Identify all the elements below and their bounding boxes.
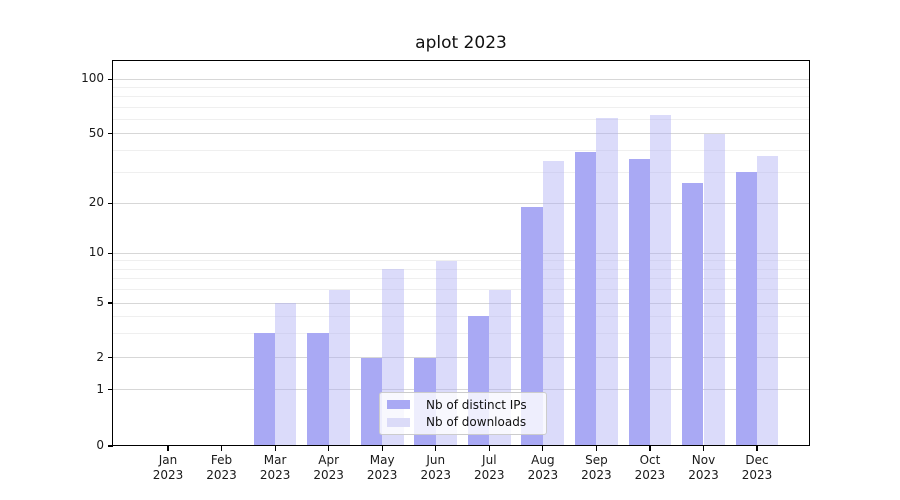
x-tick-mark-oct-2023: [649, 446, 651, 451]
x-tick-label-mar-2023: Mar 2023: [259, 453, 291, 482]
gridline-y-major-50: [113, 133, 809, 134]
x-tick-mark-may-2023: [381, 446, 383, 451]
x-tick-label-oct-2023: Oct 2023: [634, 453, 666, 482]
x-tick-mark-dec-2023: [756, 446, 758, 451]
gridline-y-major-2: [113, 357, 809, 358]
y-tick-label-1: 1: [96, 381, 104, 396]
gridline-y-minor-3: [113, 332, 809, 334]
x-tick-mark-aug-2023: [542, 446, 544, 451]
bar-nb-of-downloads-sep-2023: [596, 117, 618, 446]
gridline-y-minor-9: [113, 260, 809, 262]
x-tick-mark-mar-2023: [274, 446, 276, 451]
gridline-y-major-5: [113, 302, 809, 304]
legend-item-distinct-ips: Nb of distinct IPs: [380, 397, 546, 413]
y-tick-label-2: 2: [96, 349, 104, 364]
y-tick-label-5: 5: [96, 295, 104, 309]
x-tick-mark-apr-2023: [328, 446, 330, 451]
bar-nb-of-distinct-ips-sep-2023: [575, 152, 597, 446]
bar-nb-of-distinct-ips-dec-2023: [735, 172, 758, 446]
bar-nb-of-downloads-nov-2023: [703, 133, 725, 446]
bar-nb-of-distinct-ips-apr-2023: [307, 333, 329, 446]
x-tick-label-nov-2023: Nov 2023: [688, 453, 719, 482]
chart-title: aplot 2023: [415, 33, 507, 53]
bar-nb-of-distinct-ips-oct-2023: [628, 158, 650, 446]
gridline-y-minor-40: [113, 149, 809, 151]
y-tick-label-20: 20: [88, 195, 104, 210]
bar-nb-of-downloads-oct-2023: [649, 115, 672, 446]
bar-nb-of-downloads-aug-2023: [542, 160, 565, 446]
gridline-y-minor-30: [113, 171, 809, 173]
gridline-y-minor-4: [113, 315, 809, 317]
y-tick-mark-0: [108, 445, 113, 447]
bar-nb-of-downloads-apr-2023: [328, 289, 351, 446]
legend-label-downloads: Nb of downloads: [426, 415, 527, 430]
bar-nb-of-distinct-ips-may-2023: [360, 357, 383, 446]
gridline-y-minor-90: [113, 87, 809, 89]
x-tick-label-may-2023: May 2023: [366, 453, 398, 482]
y-tick-label-50: 50: [88, 125, 104, 140]
x-tick-label-feb-2023: Feb 2023: [206, 453, 237, 482]
bar-nb-of-distinct-ips-nov-2023: [682, 183, 704, 446]
x-tick-mark-jun-2023: [435, 446, 437, 451]
x-tick-label-aug-2023: Aug 2023: [527, 453, 559, 482]
gridline-y-minor-6: [113, 289, 809, 291]
y-tick-mark-50: [108, 132, 113, 135]
gridline-y-minor-80: [113, 96, 809, 98]
bar-nb-of-downloads-mar-2023: [275, 303, 297, 446]
bar-nb-of-distinct-ips-aug-2023: [521, 207, 543, 446]
y-tick-mark-1: [108, 388, 113, 391]
x-tick-label-apr-2023: Apr 2023: [313, 453, 344, 482]
x-tick-mark-jul-2023: [488, 446, 490, 451]
gridline-y-major-20: [113, 202, 809, 204]
y-tick-mark-2: [108, 356, 113, 359]
legend-swatch-distinct-ips-icon: [387, 400, 410, 410]
bar-nb-of-downloads-dec-2023: [757, 156, 779, 446]
gridline-y-minor-8: [113, 268, 809, 270]
y-tick-mark-10: [108, 252, 113, 254]
x-tick-mark-jan-2023: [167, 446, 169, 451]
x-tick-label-jun-2023: Jun 2023: [420, 453, 452, 482]
gridline-y-major-100: [113, 78, 809, 80]
legend: Nb of distinct IPs Nb of downloads: [379, 392, 547, 435]
gridline-y-major-10: [113, 252, 809, 254]
gridline-y-minor-60: [113, 118, 809, 120]
bar-nb-of-distinct-ips-mar-2023: [253, 333, 276, 446]
y-tick-mark-100: [108, 78, 113, 80]
y-tick-mark-20: [108, 202, 113, 204]
legend-swatch-downloads-icon: [387, 417, 410, 427]
y-tick-label-10: 10: [88, 245, 104, 260]
y-tick-label-100: 100: [81, 71, 104, 86]
x-tick-label-jul-2023: Jul 2023: [474, 453, 505, 482]
y-tick-mark-5: [108, 302, 113, 304]
y-tick-label-0: 0: [96, 438, 104, 452]
gridline-y-major-1: [113, 389, 809, 390]
x-tick-mark-sep-2023: [595, 446, 597, 451]
x-tick-mark-nov-2023: [702, 446, 705, 451]
x-tick-mark-feb-2023: [220, 446, 223, 451]
gridline-y-minor-70: [113, 106, 809, 108]
gridline-y-minor-7: [113, 278, 809, 280]
x-tick-label-jan-2023: Jan 2023: [152, 453, 184, 482]
x-tick-label-sep-2023: Sep 2023: [581, 453, 612, 482]
x-tick-label-dec-2023: Dec 2023: [741, 453, 773, 482]
legend-item-downloads: Nb of downloads: [380, 414, 546, 430]
legend-label-distinct-ips: Nb of distinct IPs: [426, 397, 527, 412]
